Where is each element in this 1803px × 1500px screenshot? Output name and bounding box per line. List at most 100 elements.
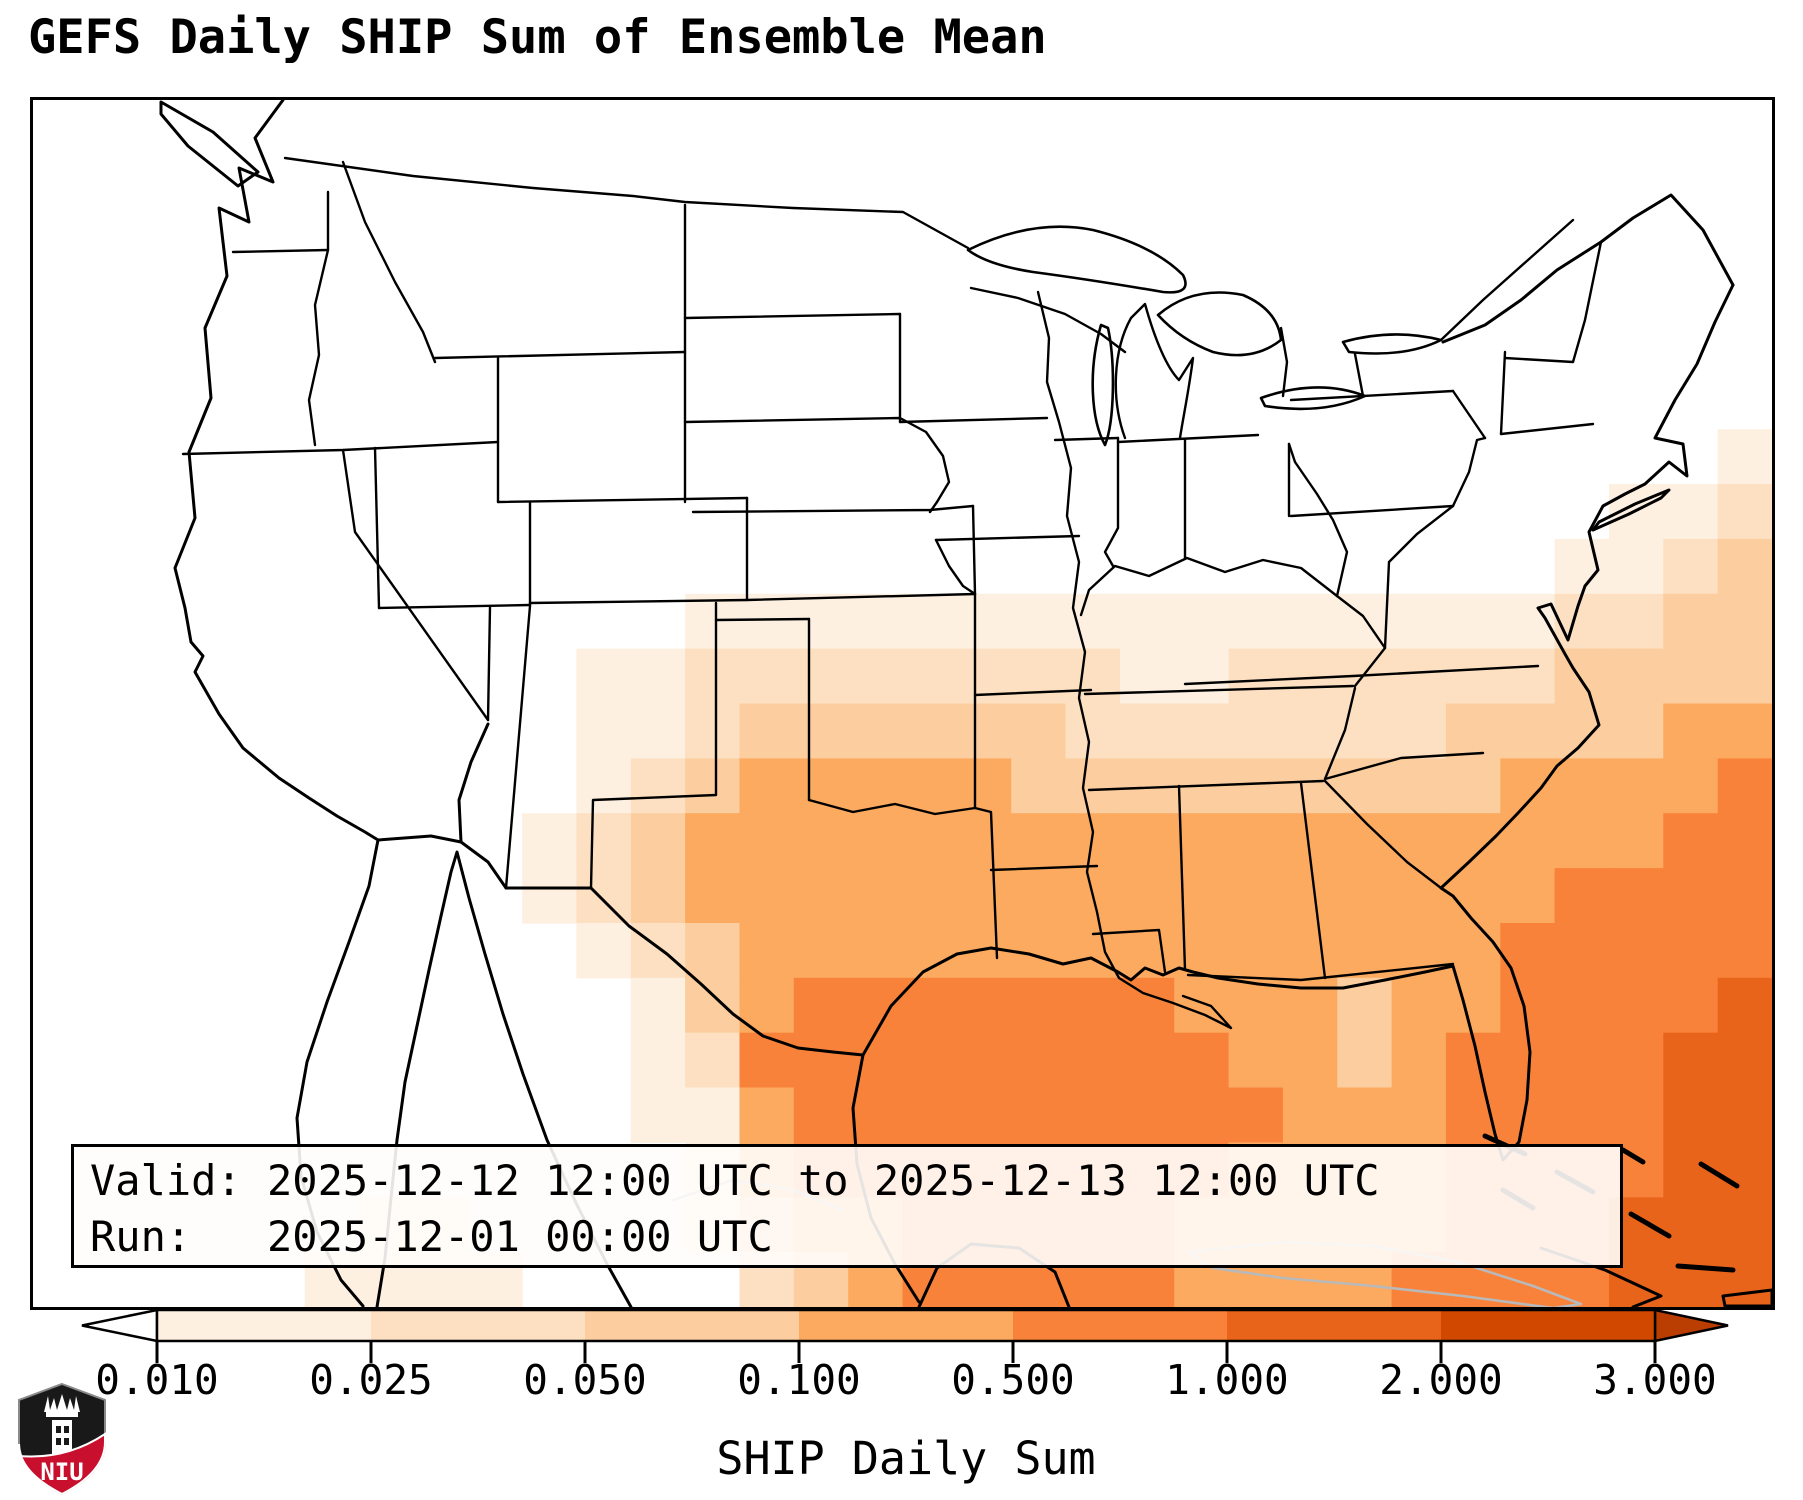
heat-cell: [1391, 593, 1447, 650]
long-island: [1591, 488, 1671, 532]
heat-cell: [1500, 703, 1556, 759]
heat-cell: [1554, 1087, 1610, 1143]
heat-cell: [685, 1087, 740, 1143]
lake-huron: [1156, 291, 1283, 357]
heat-cell: [1445, 868, 1501, 924]
heat-cell: [1282, 703, 1338, 759]
heat-cell: [1554, 977, 1610, 1034]
heat-cell: [739, 1032, 795, 1089]
heat-cell: [1663, 703, 1719, 759]
heat-cell: [1011, 758, 1067, 814]
gulf-atlantic-coastline: [861, 283, 1735, 1162]
heat-cell: [1119, 703, 1175, 759]
michigan-upper-peninsula: [969, 286, 1127, 354]
heat-cell: [902, 1032, 958, 1089]
heat-cell: [1391, 703, 1447, 759]
heat-cell: [685, 923, 740, 979]
heat-cell: [848, 1032, 904, 1089]
heat-cell: [1391, 977, 1447, 1034]
pa-ny-border: [1289, 389, 1455, 402]
rio-grande: [589, 886, 865, 1057]
heat-cell: [1500, 758, 1556, 814]
la-ms-border: [1091, 928, 1167, 974]
st-lawrence: [1439, 218, 1575, 342]
heat-cell: [630, 648, 686, 705]
heat-cell: [1609, 923, 1664, 979]
ms-al-border: [1177, 784, 1187, 972]
detroit-niagara-links: [1279, 326, 1365, 398]
heat-cell: [1065, 648, 1121, 705]
heat-cell: [1065, 1032, 1121, 1089]
mi-south-border: [1116, 433, 1260, 444]
colorbar-segment: [585, 1310, 799, 1341]
heat-cell: [1337, 758, 1393, 814]
heat-cell: [1554, 538, 1610, 595]
heat-cell: [630, 703, 686, 759]
ne-ks-border: [691, 504, 975, 514]
wy-south-co-north: [496, 496, 749, 504]
sd-ne-border: [683, 416, 951, 514]
heat-cell: [848, 1087, 904, 1143]
heat-cell: [1609, 703, 1664, 759]
heat-cell: [1391, 1087, 1447, 1143]
heat-cell: [1391, 1032, 1447, 1089]
colorbar-tick-label: 1.000: [1165, 1356, 1289, 1404]
heat-cell: [956, 1087, 1012, 1143]
valid-time-text: Valid: 2025-12-12 12:00 UTC to 2025-12-1…: [90, 1156, 1380, 1205]
heat-cell: [1445, 977, 1501, 1034]
heat-cell: [1228, 648, 1284, 705]
heat-cell: [1717, 484, 1772, 540]
mo-ar-border: [973, 688, 1093, 697]
mississippi-river: [1036, 290, 1233, 1030]
wv-va-border: [1383, 504, 1455, 650]
heat-cell: [630, 758, 686, 814]
mn-ia-border: [898, 416, 1049, 424]
heat-cell: [685, 648, 740, 705]
heat-cell: [1174, 1032, 1230, 1089]
heat-cell: [1228, 977, 1284, 1034]
colorbar-shape: [1653, 1308, 1729, 1343]
heat-cell: [685, 977, 740, 1034]
heat-cell: [902, 923, 958, 979]
heat-cell: [576, 813, 632, 869]
heat-cell: [1554, 703, 1610, 759]
colorbar-segments: [81, 1308, 1729, 1343]
heat-cell: [1228, 923, 1284, 979]
heat-cell: [1445, 593, 1501, 650]
heat-cell: [1663, 758, 1719, 814]
colorbar-tick-label: 0.050: [523, 1356, 647, 1404]
heat-cell: [1174, 593, 1230, 650]
colorbar-tick-label: 0.025: [309, 1356, 433, 1404]
page-title: GEFS Daily SHIP Sum of Ensemble Mean: [28, 10, 1047, 65]
heat-cell: [576, 703, 632, 759]
heat-cell: [956, 813, 1012, 869]
heat-cell: [902, 648, 958, 705]
michigan-lower-peninsula: [1114, 302, 1195, 440]
heat-cell: [1337, 703, 1393, 759]
heat-cell: [1663, 813, 1719, 869]
heat-cell: [1282, 868, 1338, 924]
parallel-42n: [181, 440, 500, 456]
heat-cell: [630, 1032, 686, 1089]
colorbar-tick-label: 2.000: [1379, 1356, 1503, 1404]
lake-superior: [966, 225, 1187, 294]
colorbar-segment: [1013, 1310, 1227, 1341]
heat-cell: [685, 758, 740, 814]
wv-ohio-river: [1287, 442, 1349, 598]
heat-cell: [1554, 1032, 1610, 1089]
heat-cell: [1174, 703, 1230, 759]
mt-south-border: [433, 350, 687, 360]
heat-cell: [848, 813, 904, 869]
ohio-river: [1079, 556, 1339, 617]
heat-cell: [1282, 593, 1338, 650]
heat-cell: [1663, 923, 1719, 979]
heat-cell: [1282, 1087, 1338, 1143]
ar-la-border: [989, 864, 1099, 872]
heat-cell: [1663, 648, 1719, 705]
heat-cell: [1717, 923, 1772, 979]
heat-cell: [1500, 648, 1556, 705]
lake-ontario: [1341, 333, 1443, 355]
heat-cell: [1717, 868, 1772, 924]
heat-cell: [1717, 1142, 1772, 1198]
heat-cell: [1119, 813, 1175, 869]
